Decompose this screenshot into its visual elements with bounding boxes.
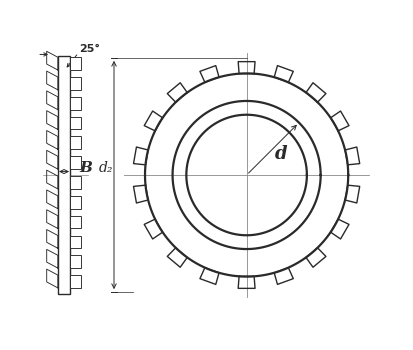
Bar bbox=[70, 255, 81, 268]
Bar bbox=[70, 117, 81, 130]
Bar bbox=[70, 97, 81, 110]
Bar bbox=[70, 176, 81, 189]
Bar bbox=[70, 236, 81, 248]
Bar bbox=[70, 196, 81, 209]
Bar bbox=[70, 216, 81, 229]
Text: d₂: d₂ bbox=[99, 161, 114, 175]
Bar bbox=[58, 56, 70, 294]
Bar bbox=[70, 156, 81, 169]
Text: d: d bbox=[274, 145, 287, 163]
Bar bbox=[70, 57, 81, 70]
Bar bbox=[70, 275, 81, 288]
Text: B: B bbox=[78, 161, 92, 175]
Bar bbox=[70, 136, 81, 149]
Bar bbox=[70, 77, 81, 90]
Text: 25°: 25° bbox=[78, 44, 100, 54]
